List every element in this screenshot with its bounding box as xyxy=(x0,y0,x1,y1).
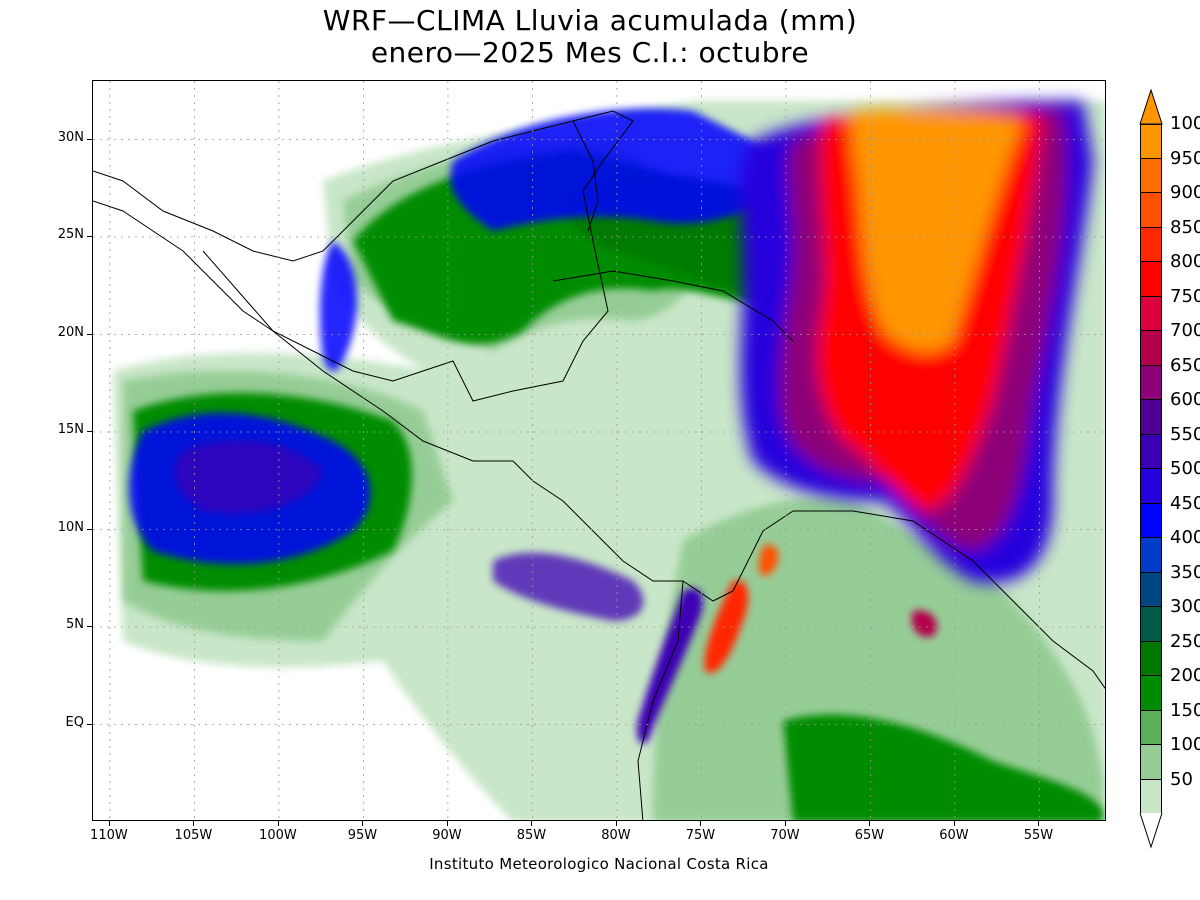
colorbar-swatch xyxy=(1140,710,1162,745)
lon-tick-label: 65W xyxy=(854,828,885,843)
lat-tick-label: 20N xyxy=(57,324,84,340)
colorbar-label: 100 xyxy=(1170,113,1200,134)
colorbar-label: 400 xyxy=(1170,527,1200,548)
colorbar-label: 550 xyxy=(1170,423,1200,445)
lat-tick-label: 15N xyxy=(57,422,84,437)
lat-tick-label: EQ xyxy=(65,714,84,730)
colorbar-label: 600 xyxy=(1170,389,1200,410)
lon-tick-label: 70W xyxy=(770,828,800,843)
colorbar-label: 50 xyxy=(1170,768,1193,790)
colorbar-label: 150 xyxy=(1170,699,1200,721)
colorbar-label: 450 xyxy=(1170,492,1200,514)
colorbar-top-arrow xyxy=(1139,89,1163,125)
lon-tick-mark xyxy=(953,821,955,826)
lat-tick-label: 10N xyxy=(57,519,84,535)
colorbar-swatch xyxy=(1140,538,1162,573)
colorbar-label: 500 xyxy=(1170,458,1200,479)
precipitation-map xyxy=(92,80,1106,821)
map-title-line2: enero—2025 Mes C.I.: octubre xyxy=(370,36,810,69)
colorbar-label: 650 xyxy=(1170,354,1200,376)
lon-tick-label: 55W xyxy=(1023,828,1054,843)
colorbar-label: 700 xyxy=(1170,320,1200,341)
lon-tick-label: 110W xyxy=(90,828,128,843)
lon-tick-label: 100W xyxy=(259,828,297,843)
lat-tick-mark xyxy=(87,333,92,335)
lon-tick-mark xyxy=(108,821,110,826)
lat-tick-mark xyxy=(87,138,92,140)
colorbar-label: 900 xyxy=(1170,182,1200,203)
lon-tick-mark xyxy=(277,821,279,826)
lat-tick-mark xyxy=(87,236,92,237)
precipitation-field xyxy=(93,81,1105,820)
lat-tick-label: 5N xyxy=(66,617,84,632)
colorbar-label: 800 xyxy=(1170,251,1200,272)
lon-tick-label: 60W xyxy=(939,828,969,843)
colorbar-label: 200 xyxy=(1170,665,1200,686)
lat-tick-label: 30N xyxy=(57,129,84,145)
colorbar-label: 350 xyxy=(1170,561,1200,583)
colorbar-swatch xyxy=(1140,469,1162,504)
colorbar-swatch xyxy=(1140,641,1162,676)
colorbar-swatch xyxy=(1140,262,1162,297)
colorbar-swatch xyxy=(1140,296,1162,331)
lat-tick-mark xyxy=(87,626,92,627)
colorbar-swatch xyxy=(1140,331,1162,366)
colorbar-label: 950 xyxy=(1170,147,1200,169)
lon-tick-mark xyxy=(446,821,448,826)
lon-tick-label: 105W xyxy=(174,828,213,843)
colorbar-label: 850 xyxy=(1170,216,1200,238)
colorbar-bottom-arrow xyxy=(1139,813,1163,849)
colorbar-swatch xyxy=(1140,779,1162,814)
colorbar-swatch xyxy=(1140,227,1162,262)
colorbar-label: 750 xyxy=(1170,285,1200,307)
lon-tick-mark xyxy=(700,821,702,826)
lon-tick-mark xyxy=(531,821,533,826)
colorbar-label: 100 xyxy=(1170,734,1200,755)
lon-tick-mark xyxy=(784,821,786,826)
lon-tick-label: 80W xyxy=(601,828,631,843)
colorbar-swatch xyxy=(1140,434,1162,469)
lon-tick-label: 95W xyxy=(347,828,378,843)
lon-tick-mark xyxy=(1038,821,1040,826)
colorbar-swatch xyxy=(1140,124,1162,159)
colorbar-swatch xyxy=(1140,503,1162,538)
lat-tick-mark xyxy=(87,431,92,432)
lon-tick-label: 75W xyxy=(685,828,716,843)
colorbar-swatch xyxy=(1140,572,1162,607)
colorbar-swatch xyxy=(1140,158,1162,193)
lat-tick-label: 25N xyxy=(57,227,84,242)
colorbar-swatch xyxy=(1140,193,1162,228)
colorbar-swatch xyxy=(1140,400,1162,435)
lat-tick-mark xyxy=(87,528,92,530)
colorbar-swatch xyxy=(1140,365,1162,400)
lon-tick-mark xyxy=(869,821,871,826)
lat-tick-mark xyxy=(87,723,92,725)
colorbar-label: 250 xyxy=(1170,630,1200,652)
colorbar-swatch xyxy=(1140,607,1162,642)
credit-text: Instituto Meteorologico Nacional Costa R… xyxy=(429,855,769,873)
lon-tick-label: 90W xyxy=(432,828,462,843)
colorbar-swatch xyxy=(1140,676,1162,711)
lon-tick-mark xyxy=(362,821,364,826)
colorbar-swatch xyxy=(1140,745,1162,780)
graticule xyxy=(93,81,1105,820)
lon-tick-label: 85W xyxy=(516,828,547,843)
lon-tick-mark xyxy=(615,821,617,826)
map-title-line1: WRF—CLIMA Lluvia acumulada (mm) xyxy=(322,4,858,37)
colorbar-label: 300 xyxy=(1170,596,1200,617)
lon-tick-mark xyxy=(193,821,195,826)
rain-shading-layer xyxy=(113,101,1105,820)
